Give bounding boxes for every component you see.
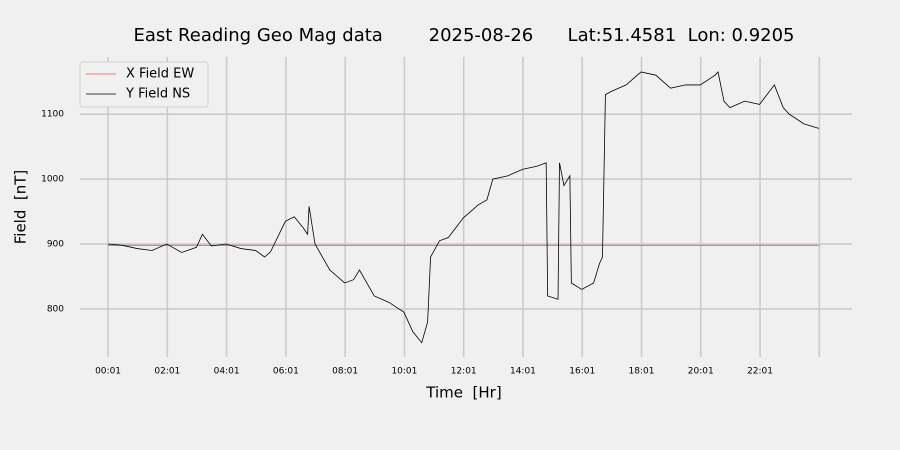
x-tick-label: 06:01 (273, 367, 299, 377)
y-tick-label: 900 (47, 240, 64, 250)
x-tick-label: 16:01 (569, 367, 595, 377)
x-tick-label: 14:01 (510, 367, 536, 377)
x-tick-label: 18:01 (629, 367, 655, 377)
y-tick-label: 1100 (41, 110, 64, 120)
legend-label: Y Field NS (125, 87, 190, 102)
x-tick-label: 12:01 (451, 367, 477, 377)
y-tick-label: 800 (47, 304, 64, 314)
y-tick-label: 1000 (41, 175, 64, 185)
legend-label: X Field EW (126, 67, 194, 82)
legend-box (79, 61, 209, 108)
chart-title: East Reading Geo Mag data 2025-08-26 Lat… (133, 25, 794, 46)
x-tick-label: 08:01 (332, 367, 358, 377)
x-tick-label: 00:01 (95, 367, 121, 377)
x-tick-label: 04:01 (214, 367, 240, 377)
series-line (108, 71, 819, 344)
x-tick-label: 02:01 (154, 367, 180, 377)
x-tick-label: 22:01 (747, 367, 773, 377)
x-tick-label: 20:01 (688, 367, 714, 377)
x-axis-label: Time [Hr] (425, 384, 501, 402)
y-axis-label: Field [nT] (12, 170, 30, 245)
x-tick-label: 10:01 (391, 367, 417, 377)
